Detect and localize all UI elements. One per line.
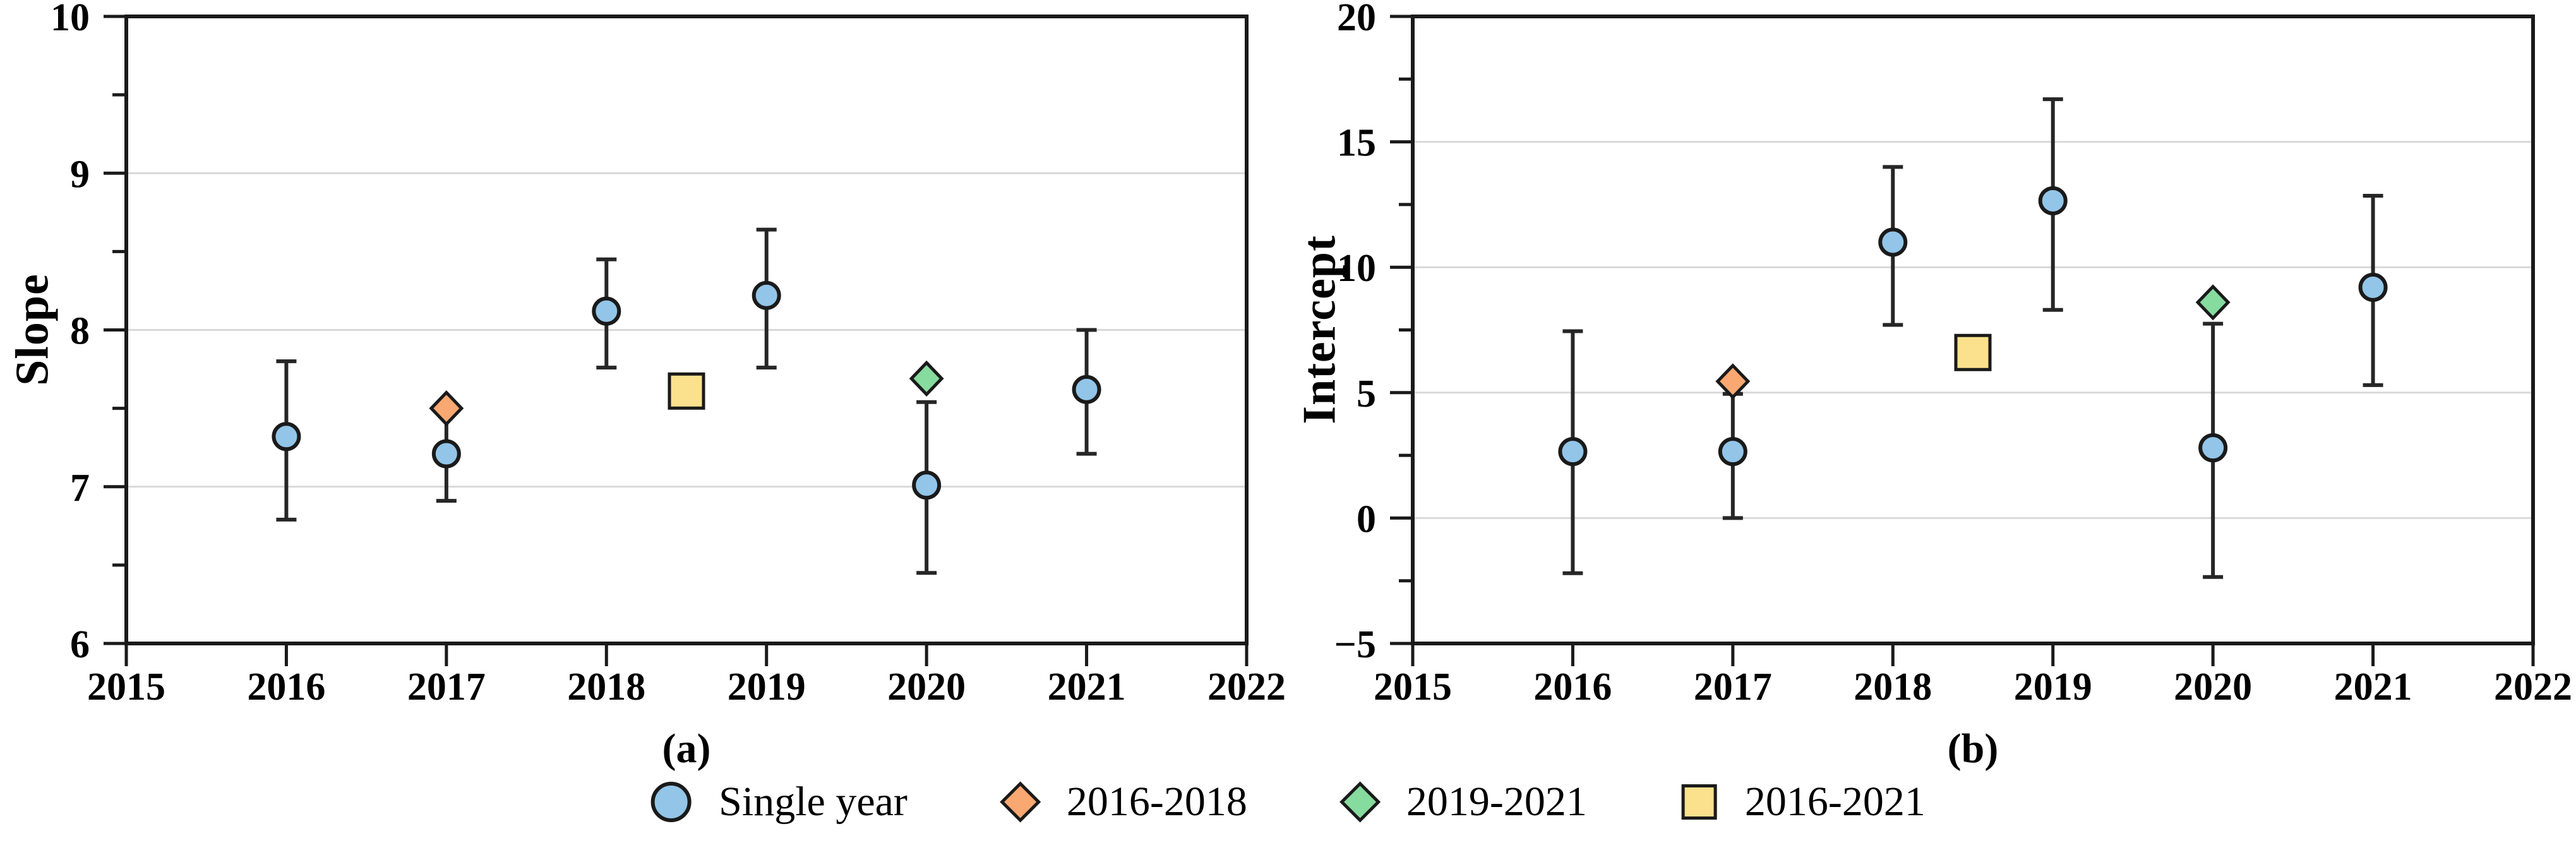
circle-marker-icon <box>650 782 692 822</box>
y-tick-label: 8 <box>70 310 90 353</box>
y-tick-label: 5 <box>1357 373 1376 416</box>
y-tick-label: 0 <box>1357 498 1376 541</box>
data-point-circle <box>752 280 781 310</box>
data-point-circle <box>2198 433 2228 463</box>
panel-caption-a: (a) <box>662 726 711 772</box>
x-tick-label: 2016 <box>247 666 325 708</box>
y-axis-label-intercept: Intercept <box>1293 235 1346 424</box>
y-tick-label: 10 <box>1337 247 1376 290</box>
data-point-square <box>668 372 705 410</box>
x-tick-label: 2022 <box>1207 666 1286 708</box>
data-point-circle <box>592 296 621 326</box>
x-tick-label: 2020 <box>2174 666 2252 708</box>
x-tick-label: 2015 <box>1374 666 1452 708</box>
data-point-circle <box>431 439 461 469</box>
legend-item-2016-2018: 2016-2018 <box>1000 778 1247 826</box>
x-tick-label: 2022 <box>2494 666 2572 708</box>
data-point-circle <box>912 470 942 500</box>
y-tick-label: −5 <box>1334 623 1376 666</box>
data-point-square <box>1954 333 1992 371</box>
x-tick-label: 2019 <box>2014 666 2092 708</box>
gridlines <box>126 172 1247 488</box>
y-tick-label: 20 <box>1337 0 1376 39</box>
legend-label: 2019-2021 <box>1406 779 1587 825</box>
y-axis-label-slope: Slope <box>6 273 59 386</box>
legend-item-2019-2021: 2019-2021 <box>1339 778 1587 826</box>
y-axis: −5 0 5 10 15 20 <box>1334 0 1413 666</box>
x-tick-label: 2016 <box>1533 666 1612 708</box>
x-tick-label: 2018 <box>1854 666 1932 708</box>
legend-item-single-year: Single year <box>650 778 908 826</box>
y-tick-label: 15 <box>1337 122 1376 165</box>
x-tick-label: 2021 <box>2334 666 2412 708</box>
panel-caption-b: (b) <box>1947 726 1999 772</box>
x-tick-label: 2021 <box>1048 666 1126 708</box>
data-point-circle <box>2358 272 2388 302</box>
y-tick-label: 6 <box>70 623 90 666</box>
legend-label: 2016-2018 <box>1066 779 1247 825</box>
x-axis: 2015 2016 2017 2018 2019 2020 2021 2022 <box>1374 643 2572 708</box>
data-point-circle <box>1718 437 1747 467</box>
data-point-diamond <box>2195 284 2231 321</box>
data-point-circle <box>1558 437 1588 467</box>
x-tick-label: 2019 <box>728 666 806 708</box>
x-tick-label: 2018 <box>567 666 645 708</box>
data-markers <box>272 280 1101 500</box>
x-tick-label: 2015 <box>87 666 165 708</box>
y-tick-label: 10 <box>51 0 90 39</box>
data-point-diamond <box>429 390 464 427</box>
x-tick-label: 2017 <box>1694 666 1772 708</box>
legend: Single year 2016-2018 2019-2021 2016-202… <box>650 778 1926 826</box>
legend-label: Single year <box>719 779 908 825</box>
x-tick-label: 2017 <box>407 666 486 708</box>
legend-label: 2016-2021 <box>1744 779 1926 825</box>
data-point-diamond <box>909 360 944 397</box>
x-tick-label: 2020 <box>887 666 966 708</box>
y-axis: 6 7 8 9 10 <box>51 0 126 666</box>
diamond-marker-icon <box>1000 781 1041 823</box>
square-marker-icon <box>1681 784 1717 820</box>
data-point-diamond <box>1715 363 1751 400</box>
legend-item-2016-2021: 2016-2021 <box>1681 778 1926 826</box>
x-axis: 2015 2016 2017 2018 2019 2020 2021 2022 <box>87 643 1286 708</box>
y-tick-label: 7 <box>70 467 90 510</box>
data-markers <box>1558 186 2388 467</box>
y-tick-label: 9 <box>70 153 90 196</box>
data-point-circle <box>2038 186 2068 215</box>
error-bars <box>276 227 1097 575</box>
data-point-circle <box>1878 227 1908 257</box>
data-point-circle <box>1072 374 1101 404</box>
data-point-circle <box>272 422 301 451</box>
diamond-marker-icon <box>1339 781 1381 823</box>
gridlines <box>1413 141 2533 519</box>
